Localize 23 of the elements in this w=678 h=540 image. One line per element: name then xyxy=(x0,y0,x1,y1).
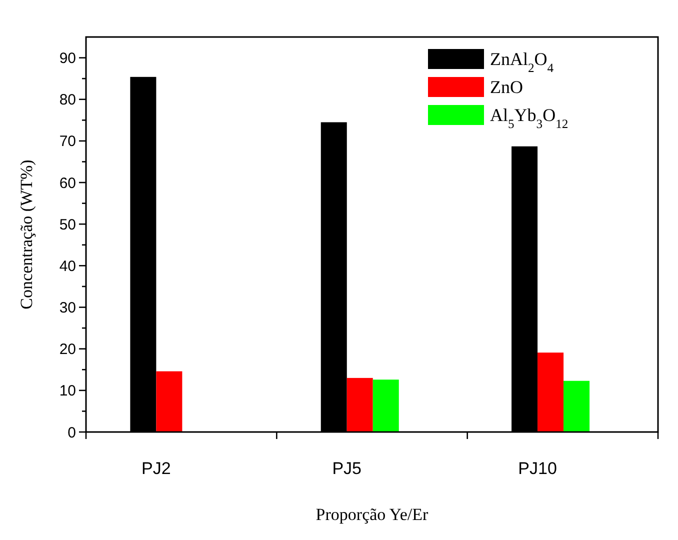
legend-label: ZnAl$_{2}$O$_{4}$ xyxy=(490,49,554,75)
y-tick-label: 10 xyxy=(59,382,76,400)
y-tick-label: 50 xyxy=(59,216,76,234)
x-tick-label: PJ2 xyxy=(142,459,171,478)
x-tick-label: PJ10 xyxy=(518,459,557,478)
bar xyxy=(346,378,373,432)
x-axis-title: Proporção Ye/Er xyxy=(316,505,429,524)
legend-label: ZnO xyxy=(490,77,523,97)
y-tick-label: 70 xyxy=(59,133,76,150)
bar xyxy=(156,371,182,432)
bar xyxy=(372,380,399,432)
y-tick-label: 90 xyxy=(59,50,76,68)
x-tick-label: PJ5 xyxy=(332,459,362,478)
bar xyxy=(538,352,564,432)
legend-label: Al$_{5}$Yb$_{3}$O$_{12}$ xyxy=(490,105,568,131)
y-tick-label: 30 xyxy=(59,300,76,317)
y-tick-label: 60 xyxy=(59,174,76,192)
bar xyxy=(564,380,590,432)
y-tick-label: 80 xyxy=(59,92,76,109)
y-tick-label: 20 xyxy=(59,341,76,358)
y-tick-label: 0 xyxy=(68,424,76,442)
y-tick-label: 40 xyxy=(59,258,76,275)
y-axis-title: Concentração (WT%) xyxy=(17,160,36,310)
